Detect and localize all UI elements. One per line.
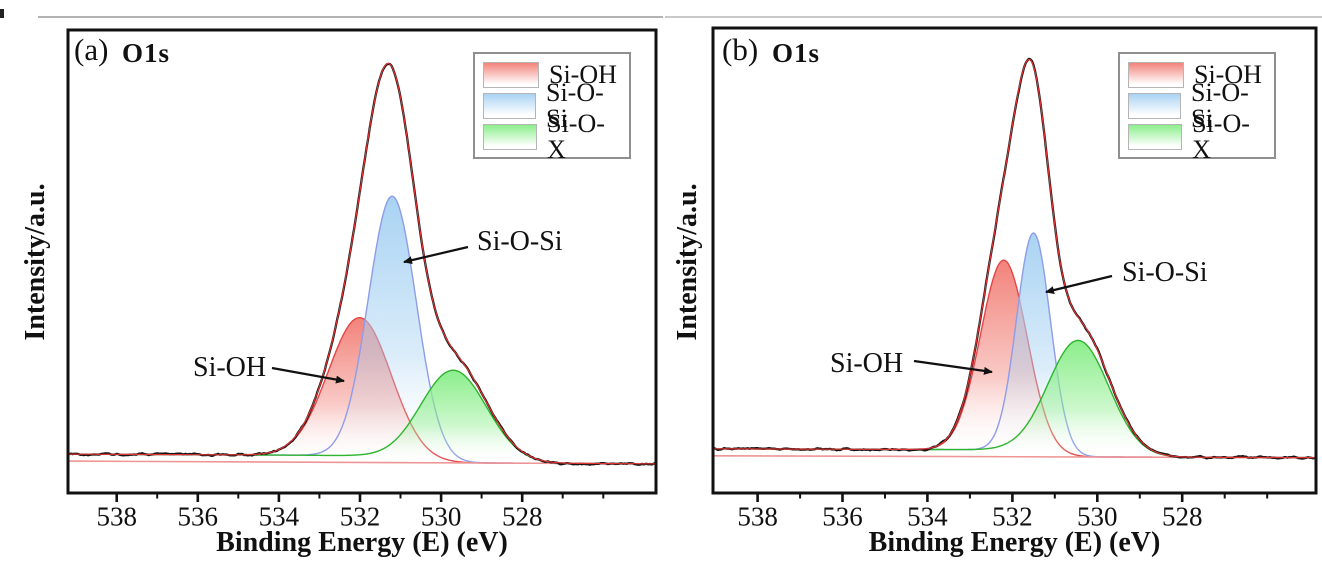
annotation-label-b: Si-O-Si [1122,257,1208,288]
x-tick-label: 530 [1077,501,1118,532]
legend-item: Si-O-Si [1128,79,1266,131]
panel-tag-a: (a) [74,32,109,67]
annotation-label-a: Si-OH [193,352,267,383]
legend-swatch-icon [483,123,538,150]
y-axis-label-b: Intensity/a.u. [672,183,703,341]
x-tick-label: 528 [501,501,543,532]
legend-item: Si-OH [1128,60,1266,89]
legend-item: Si-OH [483,60,621,89]
legend-item: Si-O-X [1128,110,1266,162]
peak-si-o-si-fill-b [713,232,1316,458]
legend-a: Si-OH Si-O-Si Si-O-X [473,52,631,162]
corner-mark [0,9,4,18]
legend-label: Si-O-Si [545,77,604,133]
plot-box-a [66,28,658,495]
legend-label: Si-O-X [547,108,605,164]
legend-swatch-icon [1128,92,1181,119]
annotation-arrow-a [271,366,345,384]
fit-curve-b [713,58,1316,459]
x-tick-label: 538 [96,501,137,532]
annotation-label-a: Si-O-Si [477,226,563,257]
x-tick-label: 534 [907,501,948,532]
peak-si-o-si-fill-a [68,196,656,464]
x-tick-label: 530 [420,501,462,532]
x-axis-label-b: Binding Energy (E) (eV) [868,527,1161,558]
panel-title-b: O1s [772,38,821,68]
annotation-arrow-a [403,245,469,265]
legend-label: Si-O-X [1192,108,1250,164]
x-tick-label: 536 [177,501,219,532]
fit-curve-a [68,62,656,465]
legend-swatch-icon [1128,61,1184,88]
y-axis-label-a: Intensity/a.u. [20,183,51,341]
top-rule-right [665,16,1322,18]
x-axis-label-a: Binding Energy (E) (eV) [216,527,508,558]
legend-item: Si-O-Si [483,79,621,131]
x-tick-label: 528 [1161,501,1203,532]
legend-swatch-icon [483,92,536,119]
annotation-label-b: Si-OH [830,348,904,379]
legend-label: Si-OH [1194,59,1262,89]
legend-b: Si-OH Si-O-Si Si-O-X [1118,52,1276,162]
legend-swatch-icon [483,61,539,88]
legend-item: Si-O-X [483,110,621,162]
x-tick-label: 536 [822,501,863,532]
x-tick-label: 534 [258,501,300,532]
annotation-arrow-b [913,359,993,375]
top-rule-left [38,16,663,18]
x-tick-label: 532 [992,501,1033,532]
x-tick-label: 538 [737,501,778,532]
legend-swatch-icon [1128,123,1183,150]
legend-label: Si-O-Si [1190,77,1249,133]
plot-box-b [711,26,1318,495]
panel-title-a: O1s [122,38,171,68]
legend-label: Si-OH [549,59,617,89]
panel-tag-b: (b) [722,32,759,67]
annotation-arrow-b [1045,274,1113,295]
x-tick-label: 532 [339,501,381,532]
